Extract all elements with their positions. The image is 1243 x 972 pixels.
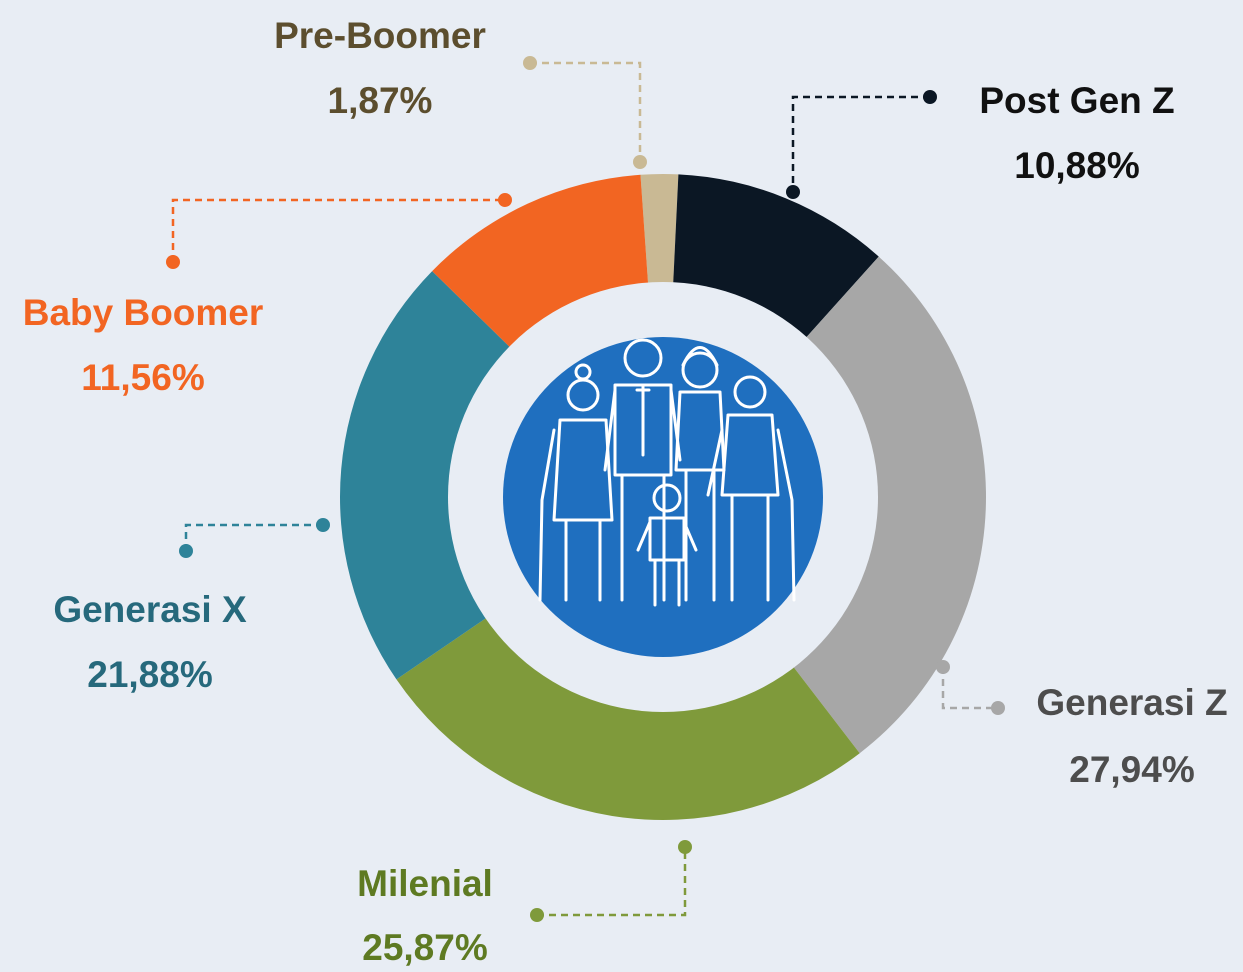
leader-dot (498, 193, 512, 207)
category-label: Milenial (357, 863, 493, 904)
leader-dot (678, 840, 692, 854)
value-label: 10,88% (1014, 145, 1140, 186)
leader-dot (166, 255, 180, 269)
value-label: 11,56% (81, 357, 204, 398)
value-label: 25,87% (362, 927, 488, 968)
leader-dot (936, 660, 950, 674)
leader-dot (179, 544, 193, 558)
category-label: Pre-Boomer (274, 15, 486, 56)
leader-dot (786, 185, 800, 199)
leader-dot (316, 518, 330, 532)
leader-dot (923, 90, 937, 104)
leader-dot (530, 908, 544, 922)
category-label: Baby Boomer (23, 292, 264, 333)
category-label: Generasi X (53, 589, 247, 630)
leader-dot (523, 56, 537, 70)
leader-dot (991, 701, 1005, 715)
chart: Pre-Boomer 1,87% Post Gen Z 10,88% Generasi … (0, 0, 1243, 972)
value-label: 1,87% (328, 80, 433, 121)
value-label: 21,88% (87, 654, 213, 695)
category-label: Generasi Z (1036, 682, 1227, 723)
value-label: 27,94% (1069, 749, 1195, 790)
leader-dot (633, 155, 647, 169)
category-label: Post Gen Z (979, 80, 1174, 121)
